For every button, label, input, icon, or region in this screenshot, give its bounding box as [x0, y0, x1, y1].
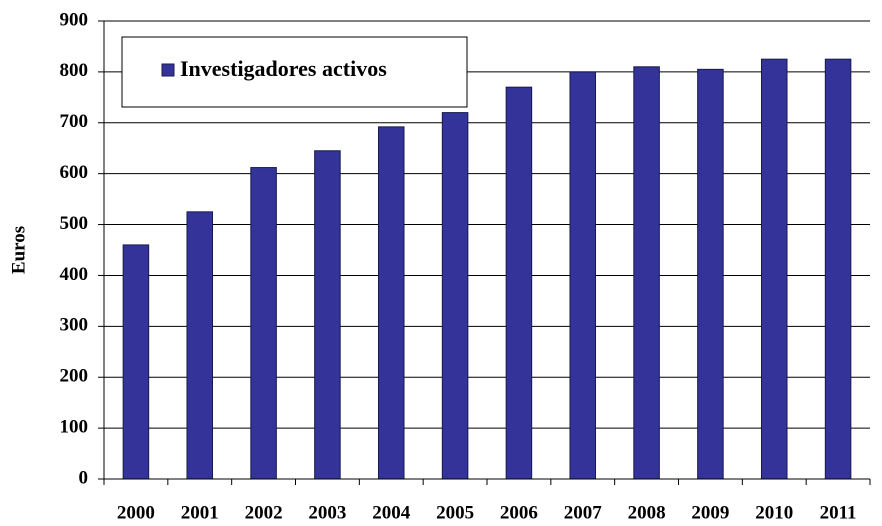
- bar: [122, 244, 150, 480]
- y-axis-label: Euros: [8, 226, 29, 274]
- y-tick-label: 500: [60, 213, 89, 234]
- bar: [760, 58, 788, 480]
- bar: [441, 112, 469, 480]
- y-tick-label: 600: [60, 162, 89, 183]
- x-tick-label: 2008: [628, 502, 666, 523]
- x-tick-label: 2003: [308, 502, 346, 523]
- bar: [314, 150, 341, 480]
- bar: [186, 211, 214, 480]
- y-tick-label: 800: [60, 60, 89, 81]
- y-tick-label: 200: [60, 366, 89, 387]
- bar: [505, 86, 533, 480]
- y-tick-label: 100: [60, 416, 89, 437]
- y-tick-label: 700: [60, 111, 89, 132]
- x-tick-label: 2000: [117, 502, 155, 523]
- bar: [633, 66, 660, 480]
- x-tick-label: 2009: [691, 502, 729, 523]
- x-tick-label: 2007: [564, 502, 603, 523]
- y-tick-label: 0: [79, 467, 89, 488]
- x-tick-label: 2010: [755, 502, 793, 523]
- x-tick-label: 2004: [372, 502, 411, 523]
- y-tick-label: 900: [60, 9, 89, 30]
- bar: [250, 167, 277, 480]
- y-tick-label: 400: [60, 264, 89, 285]
- x-tick-label: 2002: [245, 502, 283, 523]
- legend-swatch: [161, 63, 175, 77]
- x-tick-label: 2006: [500, 502, 538, 523]
- x-tick-label: 2005: [436, 502, 474, 523]
- x-tick-label: 2011: [820, 502, 857, 523]
- y-tick-label: 300: [60, 315, 89, 336]
- bar: [824, 58, 852, 480]
- bar: [377, 126, 405, 480]
- legend-box: [121, 36, 468, 108]
- legend-label: Investigadores activos: [180, 56, 387, 81]
- bar: [569, 71, 597, 480]
- bar: [697, 68, 724, 480]
- x-tick-label: 2001: [181, 502, 219, 523]
